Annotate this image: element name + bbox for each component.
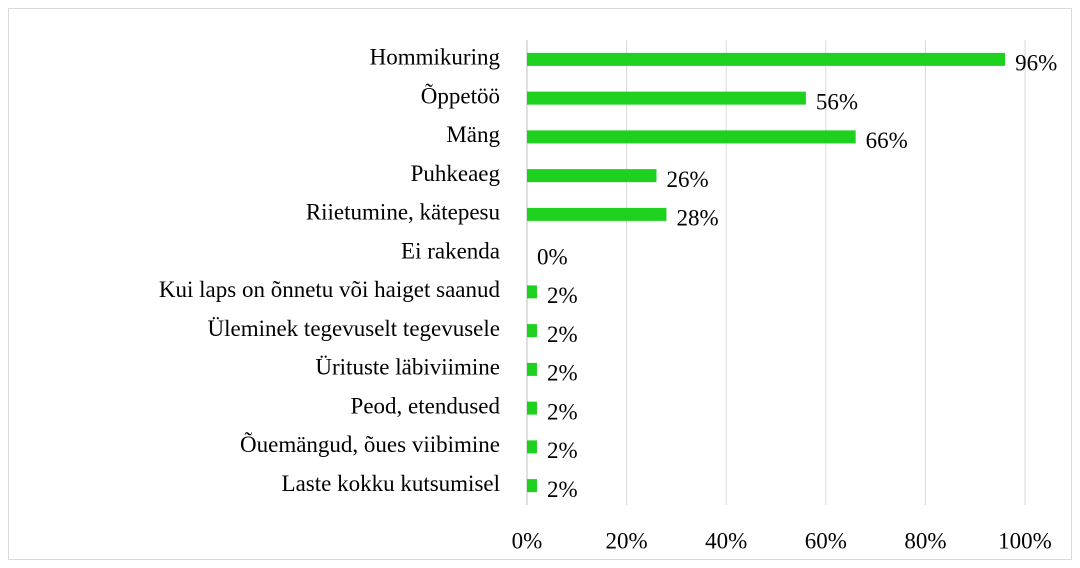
y-tick-label: Üleminek tegevuselt tegevusele [207, 316, 500, 341]
x-tick-label: 100% [998, 528, 1052, 553]
data-label: 2% [547, 477, 578, 502]
data-label: 96% [1015, 51, 1057, 76]
data-label: 2% [547, 399, 578, 424]
y-tick-label: Puhkeaeg [411, 161, 501, 186]
bar [527, 285, 537, 299]
bar [527, 169, 657, 183]
y-tick-label: Kui laps on õnnetu või haiget saanud [159, 277, 501, 302]
data-label: 26% [666, 167, 708, 192]
x-tick-label: 60% [805, 528, 847, 553]
x-tick-label: 20% [606, 528, 648, 553]
x-tick-label: 40% [705, 528, 747, 553]
y-tick-label: Õppetöö [421, 82, 500, 108]
bar [527, 130, 856, 144]
y-tick-label: Ürituste läbiviimine [315, 355, 500, 380]
y-tick-label: Laste kokku kutsumisel [282, 471, 500, 496]
bar [527, 362, 537, 376]
data-label: 56% [816, 89, 858, 114]
bar [527, 401, 537, 415]
data-label: 2% [547, 283, 578, 308]
data-label: 2% [547, 361, 578, 386]
y-tick-label: Hommikuring [370, 45, 501, 70]
data-label: 0% [537, 244, 568, 269]
y-tick-label: Õuemängud, õues viibimine [240, 431, 500, 457]
bar [527, 324, 537, 338]
y-tick-label: Riietumine, kätepesu [306, 200, 501, 225]
y-tick-label: Ei rakenda [401, 238, 500, 263]
x-tick-label: 0% [512, 528, 543, 553]
y-tick-label: Mäng [446, 122, 500, 147]
bar [527, 479, 537, 493]
bar [527, 207, 667, 221]
bar [527, 440, 537, 454]
bar [527, 52, 1006, 66]
x-tick-label: 80% [904, 528, 946, 553]
data-label: 66% [866, 128, 908, 153]
data-label: 28% [676, 206, 718, 231]
data-label: 2% [547, 438, 578, 463]
y-tick-label: Peod, etendused [351, 393, 501, 418]
bar [527, 91, 806, 105]
data-label: 2% [547, 322, 578, 347]
